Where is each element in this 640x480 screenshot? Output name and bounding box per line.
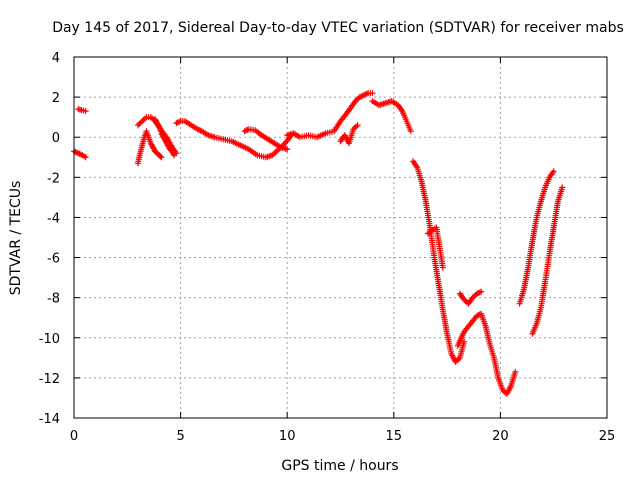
data-point <box>478 288 485 295</box>
y-tick-label: 4 <box>52 51 60 66</box>
series-s3 <box>134 128 165 167</box>
data-point <box>242 127 249 134</box>
series-s16 <box>529 184 566 337</box>
series-s2 <box>75 106 89 115</box>
data-point <box>174 119 181 126</box>
series-s14 <box>456 288 485 307</box>
data-point <box>439 264 446 271</box>
x-tick-label: 10 <box>279 429 296 444</box>
y-tick-label: -12 <box>39 372 60 387</box>
data-point <box>369 90 376 97</box>
series-s7 <box>241 126 291 153</box>
series-s15 <box>516 168 557 307</box>
data-point <box>82 154 89 161</box>
data-point <box>171 152 178 159</box>
x-axis-label: GPS time / hours <box>281 458 398 474</box>
x-tick-label: 20 <box>492 429 509 444</box>
y-tick-label: 2 <box>52 91 60 106</box>
series-s10 <box>369 98 414 135</box>
data-point <box>170 150 177 157</box>
series-s8 <box>284 90 376 141</box>
grid <box>74 57 607 418</box>
y-tick-label: -14 <box>39 412 60 427</box>
data-point <box>512 368 519 375</box>
plot-frame <box>73 56 608 419</box>
series-s12 <box>424 224 446 271</box>
data-point <box>176 118 183 125</box>
chart-title: Day 145 of 2017, Sidereal Day-to-day VTE… <box>52 20 624 36</box>
data-point <box>155 122 162 129</box>
y-tick-label: 0 <box>52 131 60 146</box>
series-s11 <box>409 158 468 365</box>
data-point <box>550 168 557 175</box>
y-tick-label: -10 <box>39 332 60 347</box>
data-point <box>82 108 89 115</box>
data-point <box>284 146 291 153</box>
y-axis-label: SDTVAR / TECUs <box>8 181 24 296</box>
series-s5 <box>152 116 178 159</box>
y-tick-label: -4 <box>47 211 60 226</box>
data-point <box>407 128 414 135</box>
x-tick-label: 0 <box>70 429 78 444</box>
data-point <box>354 122 361 129</box>
data-point <box>157 153 164 160</box>
series-s13 <box>454 310 519 397</box>
y-tick-label: -2 <box>47 171 60 186</box>
data-points <box>71 90 566 397</box>
data-point <box>158 154 165 161</box>
x-tick-label: 5 <box>176 429 184 444</box>
x-tick-label: 25 <box>599 429 616 444</box>
data-point <box>559 184 566 191</box>
series-s9 <box>337 122 361 147</box>
y-tick-label: -6 <box>47 252 60 267</box>
series-s6 <box>173 118 295 161</box>
x-tick-label: 15 <box>386 429 403 444</box>
y-tick-label: -8 <box>47 292 60 307</box>
